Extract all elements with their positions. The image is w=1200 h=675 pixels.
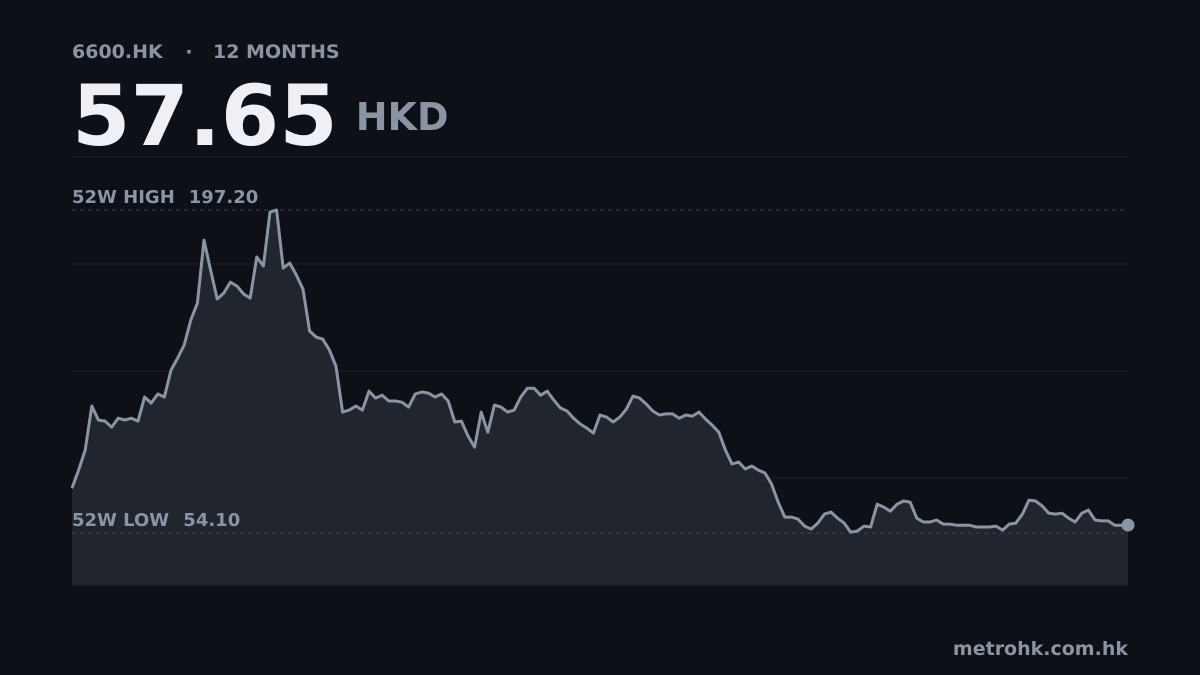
source: metrohk.com.hk <box>953 638 1128 660</box>
reference-name: 52W HIGH <box>72 187 175 208</box>
price: 57.65 <box>72 67 338 165</box>
period: 12 MONTHS <box>213 41 340 63</box>
reference-name: 52W LOW <box>72 510 169 531</box>
price-area <box>72 210 1128 585</box>
reference-value: 54.10 <box>183 510 240 531</box>
currency: HKD <box>356 95 449 139</box>
price-line <box>70 208 1129 534</box>
last-point <box>1121 518 1135 532</box>
reference-value: 197.20 <box>189 187 258 208</box>
separator: · <box>185 41 192 63</box>
ticker: 6600.HK <box>72 41 164 63</box>
